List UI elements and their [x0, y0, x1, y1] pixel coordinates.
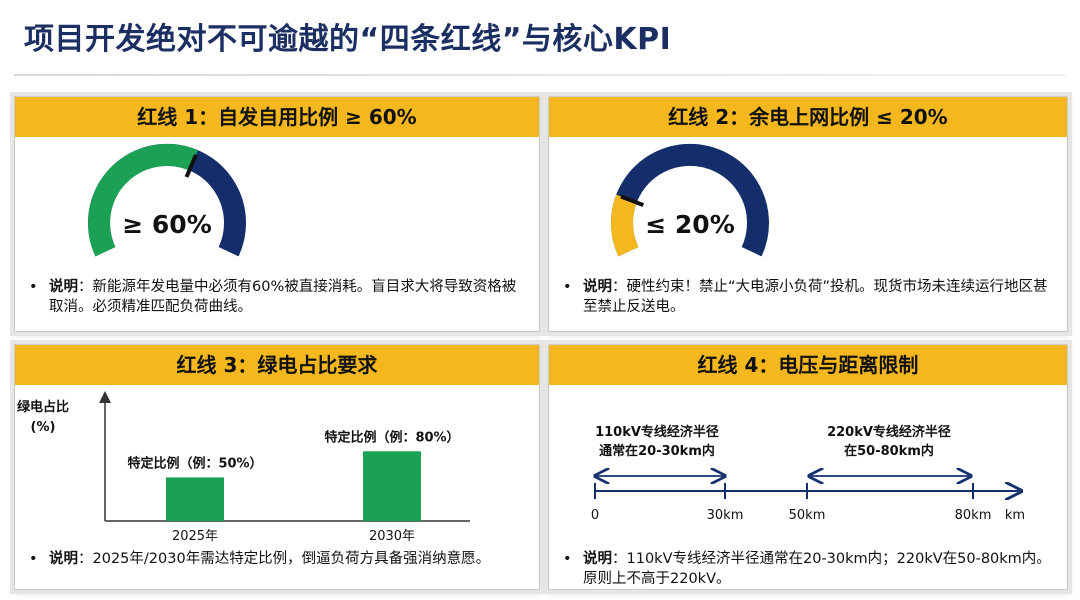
span-220kv-label: 220kV专线经济半径 — [827, 424, 951, 440]
gauge-value-label: ≤ 20% — [645, 210, 735, 239]
title-divider — [14, 74, 1066, 76]
note-text: ：新能源年发电量中必须有60%被直接消耗。盲目求大将导致资格被取消。必须精准匹配… — [49, 279, 517, 315]
span-110kv-label: 110kV专线经济半径 — [595, 424, 719, 440]
note-label: 说明 — [49, 279, 78, 295]
bar-data-label: 特定比例（例：50%） — [127, 455, 262, 471]
redline-4-header: 红线 4：电压与距离限制 — [549, 345, 1067, 385]
bullet-icon: • — [563, 551, 572, 567]
redline-3-card: 红线 3：绿电占比要求 绿电占比 (%) 特定比例（例：50%） 2025年 特定比… — [14, 344, 540, 590]
redline-2-note: • 说明：硬性约束！禁止“大电源小负荷”投机。现货市场未连续运行地区甚至禁止反送… — [563, 277, 1057, 317]
gauge-needle — [184, 154, 198, 178]
gauge-fill — [88, 144, 198, 257]
self-use-gauge: ≥ 60% — [88, 143, 246, 257]
note-label: 说明 — [49, 551, 78, 567]
bar-data-label: 特定比例（例：80%） — [324, 429, 459, 445]
span-110kv-range: 通常在20-30km内 — [599, 443, 715, 459]
redline-2-header: 红线 2：余电上网比例 ≤ 20% — [549, 97, 1067, 137]
redline-3-note: • 说明：2025年/2030年需达特定比例，倒逼负荷方具备强消纳意愿。 — [29, 549, 529, 569]
bullet-icon: • — [29, 551, 38, 567]
page-title: 项目开发绝对不可逾越的“四条红线”与核心KPI — [24, 22, 672, 57]
axis-unit-label: km — [1005, 508, 1025, 523]
redline-2-card: 红线 2：余电上网比例 ≤ 20% ≤ 20% • 说明：硬性约束！禁止“大电源… — [548, 96, 1068, 332]
redline-1-header: 红线 1：自发自用比例 ≥ 60% — [15, 97, 539, 137]
note-text: ：110kV专线经济半径通常在20-30km内；220kV在50-80km内。原… — [583, 551, 1051, 587]
export-gauge: ≤ 20% — [611, 143, 769, 257]
bar-2025年 — [166, 477, 224, 521]
note-text: ：2025年/2030年需达特定比例，倒逼负荷方具备强消纳意愿。 — [78, 551, 491, 567]
span-220kv-range: 在50-80km内 — [844, 443, 934, 459]
y-axis-label: 绿电占比 — [17, 399, 69, 415]
redline-1-note: • 说明：新能源年发电量中必须有60%被直接消耗。盲目求大将导致资格被取消。必须… — [29, 277, 529, 317]
gauge-fill — [611, 194, 639, 257]
gauge-value-label: ≥ 60% — [122, 210, 212, 239]
bullet-icon: • — [563, 279, 572, 295]
tick-label: 80km — [955, 508, 992, 523]
note-label: 说明 — [583, 551, 612, 567]
note-label: 说明 — [583, 279, 612, 295]
tick-label: 30km — [707, 508, 744, 523]
gauge-needle — [620, 194, 645, 207]
y-axis-unit: (%) — [31, 420, 56, 435]
distance-scale-diagram: 110kV专线经济半径 通常在20-30km内 220kV专线经济半径 在50-… — [591, 424, 1025, 523]
bar-2030年 — [363, 451, 421, 521]
tick-label: 0 — [591, 508, 599, 523]
note-text: ：硬性约束！禁止“大电源小负荷”投机。现货市场未连续运行地区甚至禁止反送电。 — [583, 279, 1048, 315]
bullet-icon: • — [29, 279, 38, 295]
tick-label: 50km — [789, 508, 826, 523]
green-power-bar-chart: 绿电占比 (%) 特定比例（例：50%） 2025年 特定比例（例：80%） 2030… — [17, 391, 470, 544]
redline-1-card: 红线 1：自发自用比例 ≥ 60% ≥ 60% • 说明：新能源年发电量中必须有… — [14, 96, 540, 332]
redline-4-card: 红线 4：电压与距离限制 110kV专线经济半径 通常在20-30km内 220… — [548, 344, 1068, 590]
x-tick-label: 2030年 — [369, 529, 415, 544]
redline-4-note: • 说明：110kV专线经济半径通常在20-30km内；220kV在50-80k… — [563, 549, 1057, 589]
x-tick-label: 2025年 — [172, 529, 218, 544]
redline-3-header: 红线 3：绿电占比要求 — [15, 345, 539, 385]
